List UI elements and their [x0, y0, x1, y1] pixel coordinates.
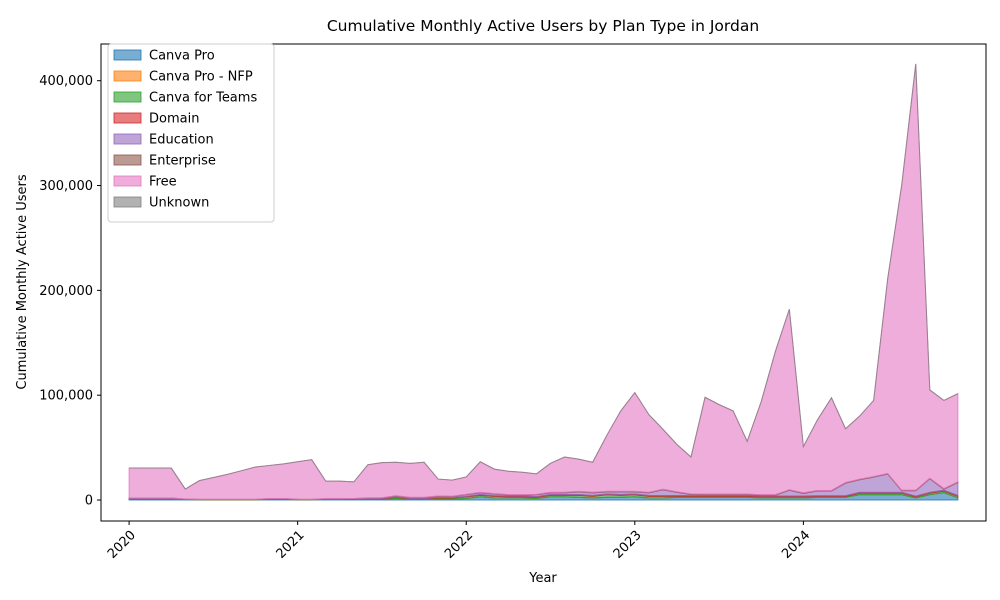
y-tick-label: 300,000: [39, 179, 93, 194]
plot-frame: [100, 43, 987, 522]
legend: Canva Pro Canva Pro - NFP Canva for Teams D…: [107, 43, 275, 223]
area-unknown: [129, 63, 959, 490]
legend-swatch: [113, 175, 142, 187]
legend-swatch: [113, 133, 142, 145]
y-axis-ticks: 0 100,000 200,000 300,000 400,000: [39, 74, 101, 509]
legend-swatch: [113, 91, 142, 103]
area-series-group: [128, 63, 959, 501]
legend-swatch: [113, 49, 142, 61]
y-tick-label: 400,000: [39, 74, 93, 89]
legend-swatch: [113, 196, 142, 208]
legend-frame: [107, 43, 275, 223]
x-axis-label: Year: [528, 571, 557, 586]
y-axis-label: Cumulative Monthly Active Users: [15, 174, 30, 389]
legend-swatch: [113, 154, 142, 166]
chart-title: Cumulative Monthly Active Users by Plan …: [327, 17, 759, 35]
legend-label: Canva Pro - NFP: [149, 70, 253, 85]
legend-label: Unknown: [149, 196, 209, 211]
legend-label: Education: [149, 133, 214, 148]
legend-label: Canva Pro: [149, 49, 215, 64]
legend-swatch: [113, 70, 142, 82]
y-tick-label: 100,000: [39, 389, 93, 404]
legend-label: Free: [149, 175, 177, 190]
y-tick-label: 0: [85, 494, 93, 509]
legend-label: Domain: [149, 112, 199, 127]
legend-swatch: [113, 112, 142, 124]
legend-label: Enterprise: [149, 154, 216, 169]
legend-label: Canva for Teams: [149, 91, 257, 106]
y-tick-label: 200,000: [39, 284, 93, 299]
